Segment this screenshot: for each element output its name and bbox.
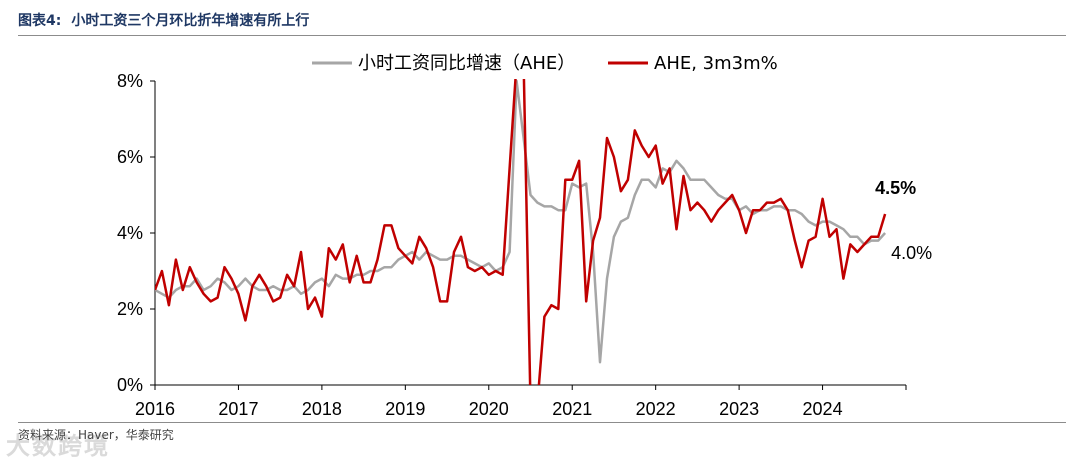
footer-divider (18, 422, 1066, 423)
header-divider (18, 35, 1066, 36)
x-tick-label: 2022 (636, 399, 676, 419)
legend-label-ahe-yoy: 小时工资同比增速（AHE） (358, 53, 575, 74)
x-tick-label: 2016 (135, 399, 175, 419)
watermark: 大数跨境 (6, 432, 110, 460)
figure-header: 图表4: 小时工资三个月环比折年增速有所上行 (18, 8, 309, 32)
y-tick-label: 6% (117, 147, 143, 167)
figure-title: 小时工资三个月环比折年增速有所上行 (71, 13, 310, 29)
series-line-ahe-yoy (155, 79, 887, 364)
data-label-ahe-3m3m: 4.5% (875, 178, 916, 198)
y-tick-label: 2% (117, 299, 143, 319)
labels-group: 4.5% 4.0% (875, 178, 932, 263)
series-group (155, 79, 887, 385)
x-tick-label: 2020 (469, 399, 509, 419)
x-tick-label: 2018 (302, 399, 342, 419)
x-tick-label: 2021 (552, 399, 592, 419)
x-tick-label: 2019 (385, 399, 425, 419)
y-tick-label: 0% (117, 375, 143, 395)
x-tick-label: 2024 (803, 399, 843, 419)
y-tick-label: 8% (117, 71, 143, 91)
data-label-ahe-yoy: 4.0% (891, 243, 932, 263)
x-tick-label: 2017 (218, 399, 258, 419)
x-tick-label: 2023 (719, 399, 759, 419)
source-note: 资料来源：Haver，华泰研究 (18, 428, 174, 442)
y-tick-label: 4% (117, 223, 143, 243)
series-line-ahe-3m3m (155, 79, 887, 385)
figure-label: 图表4: (18, 13, 62, 29)
legend-label-ahe-3m3m: AHE, 3m3m% (654, 53, 778, 74)
legend: 小时工资同比增速（AHE） AHE, 3m3m% (312, 53, 778, 74)
